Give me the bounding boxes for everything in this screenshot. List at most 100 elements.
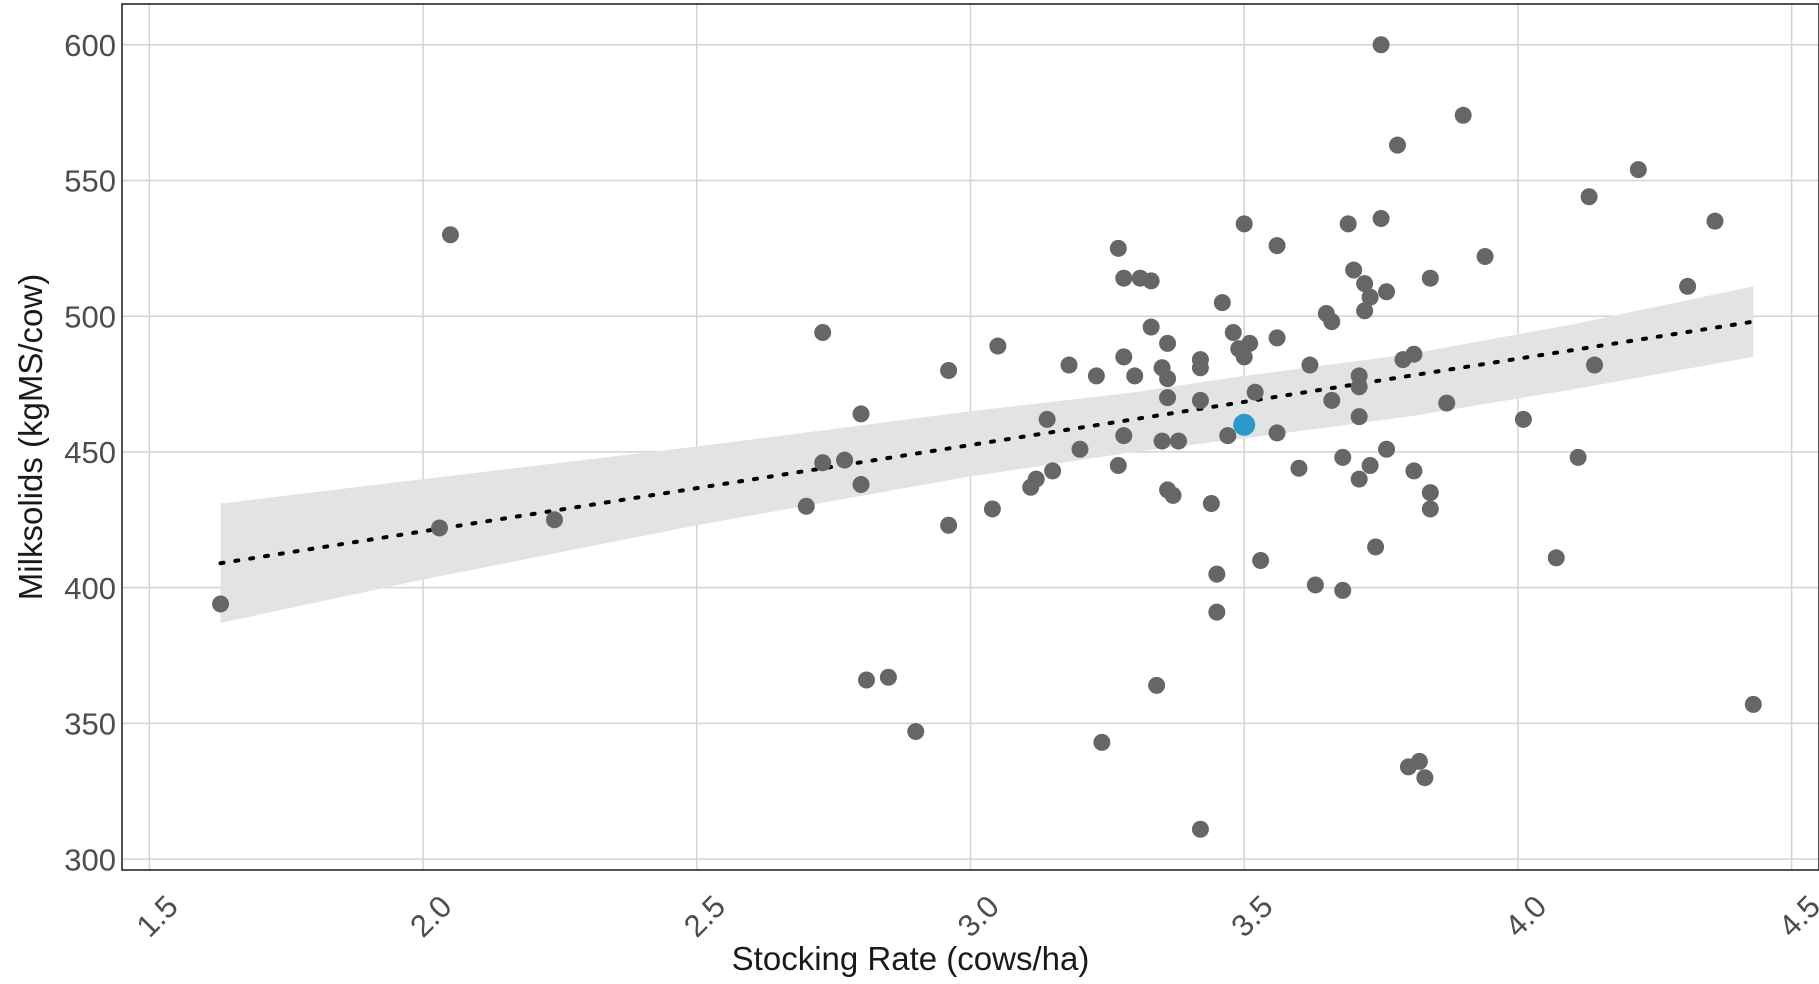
trend-line-layer [218, 319, 1756, 566]
data-point [1372, 209, 1390, 227]
data-point [1361, 288, 1379, 306]
data-point [1372, 36, 1390, 54]
data-point [1586, 356, 1604, 374]
data-point [1235, 348, 1253, 366]
data-point [1164, 486, 1182, 504]
data-point [1416, 769, 1434, 787]
data-points [212, 36, 1762, 838]
data-point [1159, 334, 1177, 352]
data-point [1580, 188, 1598, 206]
grid [122, 4, 1819, 870]
data-point [1235, 215, 1253, 233]
data-point [1219, 427, 1237, 445]
data-point [940, 516, 958, 534]
data-point [1087, 367, 1105, 385]
data-point [1306, 576, 1324, 594]
data-point [1191, 391, 1209, 409]
data-point [1301, 356, 1319, 374]
data-point [1071, 440, 1089, 458]
y-tick-label: 300 [64, 842, 116, 877]
data-point [212, 595, 230, 613]
data-point [1350, 470, 1368, 488]
data-point [1679, 277, 1697, 295]
data-point [1038, 410, 1056, 428]
data-point [1323, 391, 1341, 409]
data-point [1356, 275, 1374, 293]
data-point [989, 337, 1007, 355]
data-point [1153, 432, 1171, 450]
data-point [1323, 313, 1341, 331]
data-point [1744, 695, 1762, 713]
data-point [1170, 432, 1188, 450]
data-point [1350, 408, 1368, 426]
data-point [1388, 136, 1406, 154]
y-axis-ticks: 300 350 400 450 500 550 600 [64, 28, 116, 877]
data-point [1202, 495, 1220, 513]
y-tick-label: 600 [64, 28, 116, 63]
data-point [940, 361, 958, 379]
data-point [1142, 318, 1160, 336]
data-point [1252, 552, 1270, 570]
data-point [852, 405, 870, 423]
data-point [1438, 394, 1456, 412]
data-point [1027, 470, 1045, 488]
data-point [1345, 261, 1363, 279]
data-point [441, 226, 459, 244]
data-point [1290, 459, 1308, 477]
y-tick-label: 400 [64, 571, 116, 606]
data-point [814, 454, 832, 472]
data-point [1208, 603, 1226, 621]
data-point [907, 723, 925, 741]
data-point [1410, 752, 1428, 770]
data-point [1109, 457, 1127, 475]
y-axis-title: Milksolids (kgMS/cow) [12, 274, 49, 600]
x-tick-label: 2.5 [677, 889, 732, 944]
x-tick-label: 3.5 [1224, 889, 1279, 944]
data-point [1148, 676, 1166, 694]
data-point [1126, 367, 1144, 385]
data-point [1421, 484, 1439, 502]
data-point [879, 668, 897, 686]
data-point [1191, 820, 1209, 838]
x-tick-label: 3.0 [951, 889, 1006, 944]
data-point [1421, 269, 1439, 287]
trend-line [218, 319, 1756, 566]
x-tick-label: 1.5 [130, 889, 185, 944]
data-point [1339, 215, 1357, 233]
data-point [1159, 389, 1177, 407]
data-point [1514, 410, 1532, 428]
data-point [1224, 323, 1242, 341]
data-point [1115, 269, 1133, 287]
data-point [1476, 247, 1494, 265]
data-point [1361, 457, 1379, 475]
data-point [1405, 462, 1423, 480]
data-point [1356, 302, 1374, 320]
highlighted-data-point [1233, 413, 1256, 436]
data-point [1208, 565, 1226, 583]
data-point [1378, 440, 1396, 458]
data-point [545, 511, 563, 529]
y-tick-label: 350 [64, 707, 116, 742]
data-point [1367, 538, 1385, 556]
data-point [1268, 237, 1286, 255]
data-point [1334, 448, 1352, 466]
data-point [857, 671, 875, 689]
data-point [431, 519, 449, 537]
data-point [1268, 424, 1286, 442]
data-point [836, 451, 854, 469]
x-tick-label: 4.0 [1498, 889, 1553, 944]
data-point [1547, 549, 1565, 567]
data-point [797, 497, 815, 515]
x-axis-ticks: 1.5 2.0 2.5 3.0 3.5 4.0 4.5 [130, 889, 1819, 944]
data-point [814, 323, 832, 341]
data-point [1629, 161, 1647, 179]
data-point [983, 500, 1001, 518]
y-tick-label: 550 [64, 164, 116, 199]
data-point [1454, 106, 1472, 124]
data-point [1334, 581, 1352, 599]
data-point [1191, 359, 1209, 377]
y-tick-label: 500 [64, 299, 116, 334]
data-point [1405, 345, 1423, 363]
data-point [852, 476, 870, 494]
